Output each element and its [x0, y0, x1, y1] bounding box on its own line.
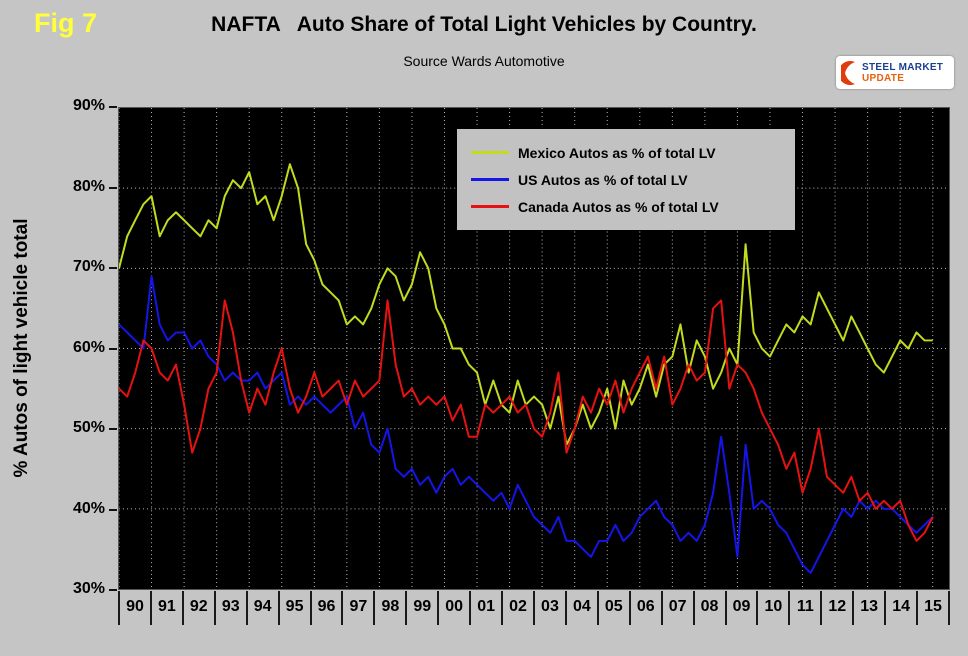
y-tick-label: 80% [72, 177, 105, 195]
y-tick-label: 90% [72, 97, 105, 114]
y-tick-mark [109, 428, 117, 430]
legend-row: US Autos as % of total LV [471, 166, 779, 193]
x-tick-label: 02 [501, 591, 533, 625]
x-tick-label: 94 [245, 591, 278, 625]
legend-swatch-icon [471, 178, 509, 181]
legend-row: Canada Autos as % of total LV [471, 193, 779, 220]
legend: Mexico Autos as % of total LV US Autos as… [456, 128, 796, 231]
x-tick-label: 98 [373, 591, 405, 625]
logo-word-market: MARKET [898, 61, 944, 73]
x-tick-label: 10 [756, 591, 788, 625]
x-tick-label: 13 [852, 591, 884, 625]
x-tick-label: 09 [724, 591, 757, 625]
legend-label: Canada Autos as % of total LV [518, 198, 719, 215]
x-tick-label: 01 [469, 591, 501, 625]
x-tick-label: 92 [181, 591, 214, 625]
x-tick-label: 08 [692, 591, 725, 625]
x-tick-label: 99 [405, 591, 437, 625]
x-tick-label: 14 [884, 591, 916, 625]
y-tick-label: 50% [72, 419, 105, 436]
legend-label: US Autos as % of total LV [518, 171, 688, 188]
x-tick-label: 12 [820, 591, 852, 625]
legend-label: Mexico Autos as % of total LV [518, 144, 716, 161]
x-tick-label: 06 [628, 591, 661, 625]
x-tick-label: 95 [277, 591, 310, 625]
x-tick-label: 05 [596, 591, 629, 625]
y-tick-mark [109, 508, 117, 511]
legend-swatch-icon [471, 151, 509, 154]
x-axis-tick-labels: 90 91 92 93 94 95 96 97 98 99 00 01 02 03 04 05 06 07 08 09… [118, 591, 950, 625]
legend-swatch-icon [471, 205, 509, 208]
chart-subtitle: Source Wards Automotive [403, 53, 565, 69]
x-tick-label: 15 [916, 591, 950, 625]
x-tick-label: 97 [341, 591, 373, 625]
y-tick-label: 70% [72, 258, 105, 275]
x-tick-label: 93 [213, 591, 246, 625]
y-tick-label: 60% [72, 338, 105, 356]
x-tick-label: 03 [532, 591, 565, 625]
y-tick-label: 30% [72, 580, 105, 597]
y-tick-label: 40% [72, 499, 105, 517]
legend-row: Mexico Autos as % of total LV [471, 139, 779, 166]
y-tick-mark [109, 106, 117, 108]
x-tick-label: 04 [564, 591, 597, 625]
x-tick-label: 11 [788, 591, 820, 625]
y-tick-mark [109, 347, 117, 350]
steel-market-update-logo: STEEL MARKET UPDATE [836, 56, 954, 89]
x-tick-label: 91 [149, 591, 182, 625]
logo-swoosh-icon [841, 60, 855, 85]
logo-word-steel: STEEL [862, 61, 896, 73]
y-tick-mark [109, 186, 117, 189]
x-tick-label: 96 [309, 591, 342, 625]
series-line-us [119, 275, 934, 574]
chart-title: NAFTA Auto Share of Total Light Vehicles… [211, 13, 757, 36]
y-tick-mark [109, 589, 117, 591]
y-axis-tick-labels: 90% 80% 70% 60% 50% 40% 30% [0, 97, 118, 597]
logo-word-update: UPDATE [862, 72, 905, 84]
y-tick-mark [109, 267, 117, 269]
x-tick-label: 90 [118, 591, 150, 625]
plot-area: Mexico Autos as % of total LV US Autos as… [118, 107, 950, 590]
figure-label: Fig 7 [34, 8, 98, 38]
logo-text: STEEL MARKET UPDATE [862, 62, 943, 84]
x-tick-label: 07 [660, 591, 693, 625]
series-line-canada [119, 299, 934, 542]
x-tick-label: 00 [437, 591, 469, 625]
